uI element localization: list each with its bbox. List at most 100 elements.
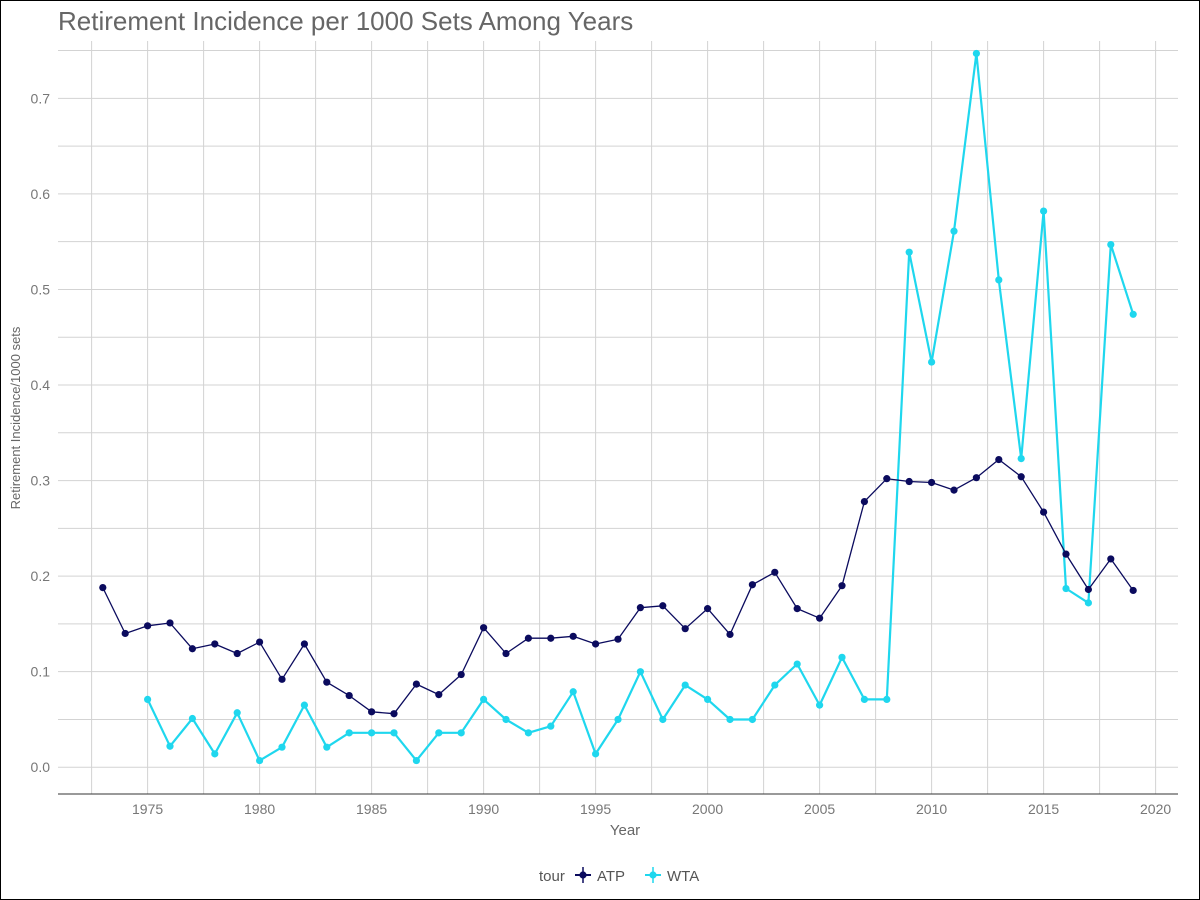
data-point-wta xyxy=(211,750,219,758)
data-point-atp xyxy=(972,474,981,482)
data-point-atp xyxy=(569,632,577,640)
x-tick-labels: 1975 1980 1985 1990 1995 2000 2005 2010 2015 2020 xyxy=(132,801,1171,817)
data-point-atp xyxy=(1040,508,1048,516)
data-point-atp xyxy=(636,604,645,612)
data-point-wta xyxy=(860,695,869,703)
legend-title: tour xyxy=(539,868,565,885)
data-point-wta xyxy=(1107,240,1115,249)
data-point-wta xyxy=(1129,310,1137,318)
data-point-atp xyxy=(928,478,936,487)
data-point-atp xyxy=(1017,473,1025,481)
data-point-atp xyxy=(390,710,398,718)
legend-label: ATP xyxy=(597,868,625,885)
data-point-atp xyxy=(144,622,152,630)
y-axis-title: Retirement Incidence/1000 sets xyxy=(8,326,23,509)
data-point-atp xyxy=(323,678,331,686)
data-point-atp xyxy=(905,477,913,486)
data-point-atp xyxy=(524,634,533,642)
y-tick-label: 0.6 xyxy=(31,186,51,202)
data-point-wta xyxy=(569,688,577,696)
y-tick-label: 0.5 xyxy=(31,281,51,297)
data-point-wta xyxy=(547,722,555,730)
data-point-atp xyxy=(681,625,689,633)
data-point-wta xyxy=(838,653,846,661)
data-point-atp xyxy=(345,691,353,700)
data-point-wta xyxy=(950,227,958,235)
data-point-wta xyxy=(502,715,510,724)
x-tick-label: 1990 xyxy=(468,801,499,817)
legend-key-point xyxy=(649,871,657,879)
data-point-wta xyxy=(345,729,353,737)
data-point-atp xyxy=(883,475,891,483)
data-point-wta xyxy=(435,729,443,737)
x-axis-title: Year xyxy=(610,822,640,839)
series-line-wta xyxy=(146,52,1135,762)
legend-item-wta: WTA xyxy=(645,867,699,885)
data-point-wta xyxy=(480,695,488,703)
data-point-atp xyxy=(614,635,622,643)
data-point-atp xyxy=(592,640,600,648)
legend: tour ATP WTA xyxy=(539,867,699,885)
y-tick-labels: 0.0 0.1 0.2 0.3 0.4 0.5 0.6 0.7 xyxy=(31,90,51,775)
data-point-atp xyxy=(1129,586,1137,595)
data-point-wta xyxy=(1017,454,1025,463)
series-line-atp xyxy=(102,458,1134,715)
data-point-atp xyxy=(1107,555,1115,563)
data-point-atp xyxy=(547,634,555,642)
y-tick-label: 0.1 xyxy=(31,664,51,680)
data-point-atp xyxy=(502,649,510,658)
data-point-wta xyxy=(681,681,689,689)
data-point-atp xyxy=(860,497,869,506)
x-tick-label: 2020 xyxy=(1140,801,1171,817)
data-point-atp xyxy=(793,605,801,613)
y-tick-label: 0.7 xyxy=(31,90,51,106)
data-point-atp xyxy=(1062,550,1070,558)
data-point-wta xyxy=(188,714,196,723)
data-point-wta xyxy=(256,756,264,765)
data-point-wta xyxy=(300,701,308,709)
x-tick-label: 2005 xyxy=(804,801,835,817)
data-point-wta xyxy=(390,729,398,737)
data-point-wta xyxy=(995,276,1003,284)
data-point-wta xyxy=(592,750,600,758)
data-point-wta xyxy=(412,756,420,765)
x-tick-label: 1980 xyxy=(244,801,275,817)
data-point-atp xyxy=(368,708,376,716)
legend-key-point xyxy=(579,871,587,879)
data-point-atp xyxy=(99,583,107,592)
legend-label: WTA xyxy=(667,868,699,885)
data-point-atp xyxy=(816,614,824,622)
y-tick-label: 0.4 xyxy=(31,377,51,393)
data-point-atp xyxy=(457,670,465,679)
data-point-wta xyxy=(636,668,645,676)
grid-layer xyxy=(58,41,1178,794)
data-point-wta xyxy=(1084,599,1092,607)
data-point-wta xyxy=(726,715,734,724)
data-point-atp xyxy=(995,455,1003,464)
data-point-wta xyxy=(524,729,533,737)
data-point-atp xyxy=(659,602,667,610)
legend-item-atp: ATP xyxy=(575,867,625,885)
y-tick-label: 0.0 xyxy=(31,759,51,775)
data-point-atp xyxy=(838,582,846,590)
data-point-wta xyxy=(1040,207,1048,215)
data-point-wta xyxy=(278,743,286,751)
data-point-wta xyxy=(368,729,376,737)
data-point-atp xyxy=(726,630,734,639)
data-point-atp xyxy=(480,624,488,632)
legend-keys: ATP WTA xyxy=(575,867,699,885)
data-point-wta xyxy=(972,49,981,58)
y-tick-label: 0.3 xyxy=(31,473,51,489)
data-point-wta xyxy=(614,715,622,724)
series-layer xyxy=(99,49,1137,765)
chart-title: Retirement Incidence per 1000 Sets Among… xyxy=(58,6,633,36)
x-tick-label: 2000 xyxy=(692,801,723,817)
data-point-wta xyxy=(457,729,465,737)
data-point-atp xyxy=(950,486,958,494)
data-point-atp xyxy=(121,629,129,638)
data-point-atp xyxy=(256,638,264,646)
data-point-atp xyxy=(771,568,779,576)
data-point-atp xyxy=(166,619,174,627)
data-point-wta xyxy=(793,660,801,668)
